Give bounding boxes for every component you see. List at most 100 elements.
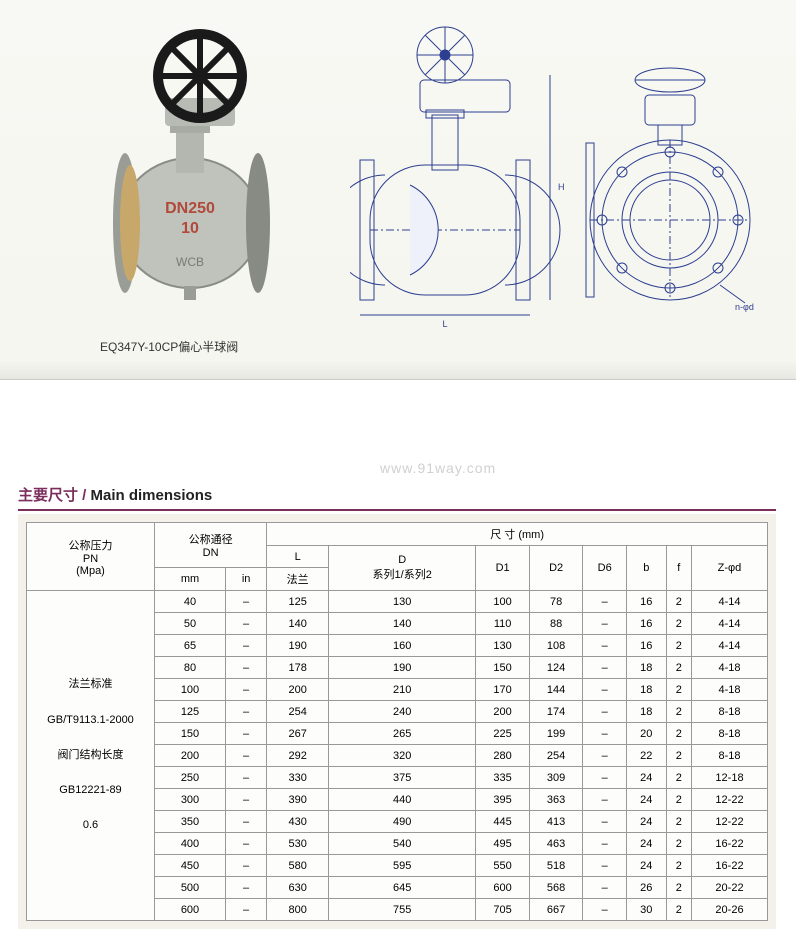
cell-in: – [226,767,267,789]
cell-D1: 100 [476,591,530,613]
cell-D: 645 [329,877,476,899]
cell-f: 2 [666,723,691,745]
cell-mm: 300 [155,789,226,811]
hdr-dim: 尺 寸 (mm) [267,523,768,546]
product-photo: DN250 10 WCB [80,28,300,328]
photo-caption: EQ347Y-10CP偏心半球阀 [100,338,238,355]
cell-D: 140 [329,613,476,635]
cell-in: – [226,811,267,833]
cell-b: 30 [627,899,667,921]
cell-b: 24 [627,833,667,855]
cell-D1: 170 [476,679,530,701]
cell-D6: – [583,767,627,789]
cell-D2: 309 [529,767,583,789]
cell-D6: – [583,811,627,833]
section-title: 主要尺寸 / Main dimensions [18,484,776,511]
cell-b: 18 [627,679,667,701]
cell-mm: 400 [155,833,226,855]
hdr-L: L [267,546,329,568]
cell-D1: 395 [476,789,530,811]
cell-in: – [226,789,267,811]
cell-D6: – [583,679,627,701]
cell-b: 16 [627,613,667,635]
cell-b: 26 [627,877,667,899]
cell-D: 440 [329,789,476,811]
cell-b: 18 [627,657,667,679]
photo-label-pn: 10 [181,220,199,237]
cell-L: 178 [267,657,329,679]
cell-D2: 254 [529,745,583,767]
table-row: 法兰标准 GB/T9113.1-2000 阀门结构长度 GB12221-89 0… [27,591,768,613]
cell-D1: 200 [476,701,530,723]
cell-Z: 12-22 [692,789,768,811]
cell-b: 16 [627,635,667,657]
cell-Z: 12-22 [692,811,768,833]
cell-Z: 20-22 [692,877,768,899]
cell-Z: 4-14 [692,613,768,635]
cell-f: 2 [666,833,691,855]
cell-f: 2 [666,789,691,811]
cell-b: 22 [627,745,667,767]
cell-D2: 518 [529,855,583,877]
hdr-D1: D1 [476,546,530,591]
cell-f: 2 [666,855,691,877]
cell-D: 320 [329,745,476,767]
figure-area: DN250 10 WCB EQ347Y-10CP偏心半球阀 [0,0,796,380]
cell-L: 630 [267,877,329,899]
cell-D6: – [583,635,627,657]
cell-D1: 335 [476,767,530,789]
cell-L: 800 [267,899,329,921]
cell-D1: 445 [476,811,530,833]
cell-in: – [226,591,267,613]
dimensions-table: 公称压力 PN (Mpa) 公称通径 DN 尺 寸 (mm) L D 系列1/系… [26,522,768,921]
cell-mm: 125 [155,701,226,723]
hdr-L-sub: 法兰 [267,568,329,591]
cell-mm: 80 [155,657,226,679]
cell-mm: 50 [155,613,226,635]
cell-L: 200 [267,679,329,701]
svg-text:L: L [442,319,447,329]
cell-D6: – [583,833,627,855]
photo-label-dn: DN250 [165,200,215,217]
cell-b: 16 [627,591,667,613]
cell-b: 24 [627,811,667,833]
cell-f: 2 [666,767,691,789]
cell-f: 2 [666,613,691,635]
cell-f: 2 [666,679,691,701]
dimensions-table-wrap: 公称压力 PN (Mpa) 公称通径 DN 尺 寸 (mm) L D 系列1/系… [18,514,776,929]
cell-D6: – [583,855,627,877]
svg-text:H: H [558,182,565,192]
cell-D1: 280 [476,745,530,767]
cell-L: 430 [267,811,329,833]
hdr-D2: D2 [529,546,583,591]
cell-L: 330 [267,767,329,789]
cell-mm: 500 [155,877,226,899]
cell-in: – [226,855,267,877]
cell-in: – [226,657,267,679]
cell-L: 125 [267,591,329,613]
cell-D: 160 [329,635,476,657]
cell-D2: 199 [529,723,583,745]
cell-b: 18 [627,701,667,723]
svg-text:n-φd: n-φd [735,302,754,312]
cell-in: – [226,877,267,899]
cell-mm: 40 [155,591,226,613]
cell-D1: 600 [476,877,530,899]
watermark: www.91way.com [380,460,496,476]
hdr-D6: D6 [583,546,627,591]
hdr-Z: Z-φd [692,546,768,591]
cell-mm: 600 [155,899,226,921]
cell-D1: 150 [476,657,530,679]
cell-D6: – [583,899,627,921]
hdr-D: D 系列1/系列2 [331,554,473,582]
cell-D2: 174 [529,701,583,723]
cell-D2: 144 [529,679,583,701]
cell-D: 375 [329,767,476,789]
cell-D6: – [583,789,627,811]
cell-L: 267 [267,723,329,745]
cell-D: 210 [329,679,476,701]
cell-Z: 4-18 [692,679,768,701]
hdr-in: in [226,568,267,591]
cell-f: 2 [666,877,691,899]
cell-D1: 705 [476,899,530,921]
